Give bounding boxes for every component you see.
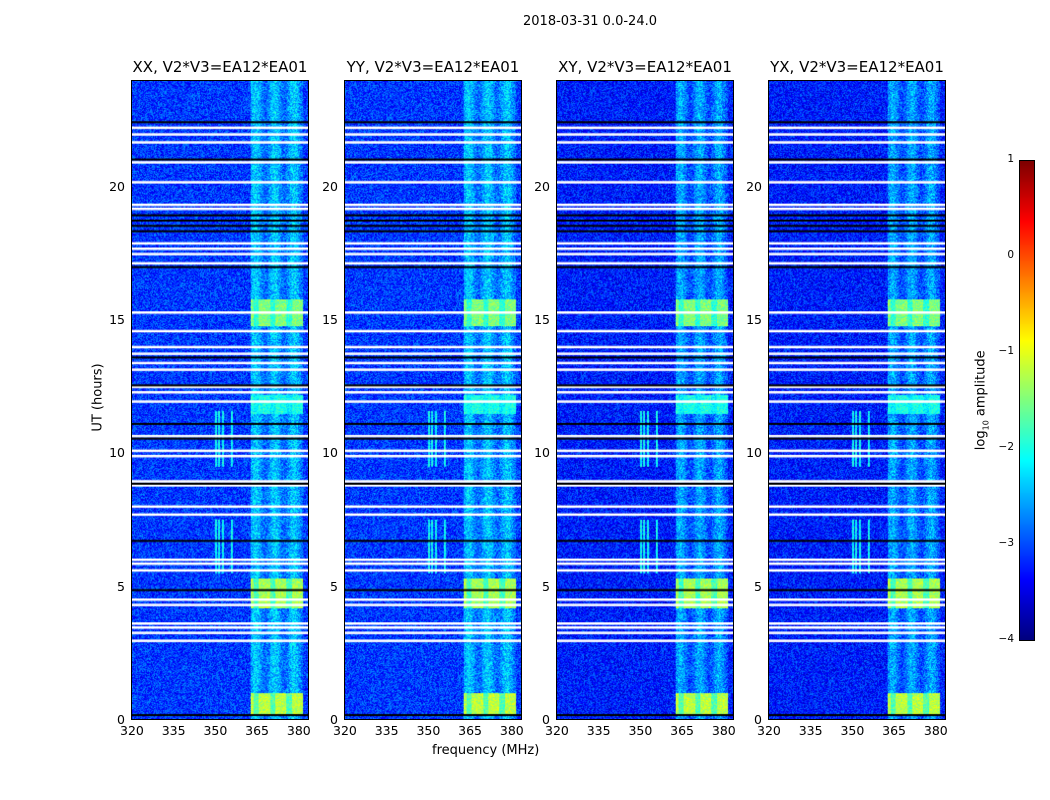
colorbar-tick-label: −2 bbox=[998, 441, 1014, 453]
x-tick-label: 335 bbox=[798, 723, 823, 738]
x-tick-label: 365 bbox=[458, 723, 483, 738]
y-tick-label: 15 bbox=[746, 312, 762, 327]
colorbar-tick-label: 0 bbox=[1007, 249, 1014, 261]
spectrogram-panel-xx bbox=[131, 80, 309, 720]
x-tick-label: 320 bbox=[545, 723, 569, 738]
x-tick-label: 320 bbox=[120, 723, 144, 738]
x-tick-label: 335 bbox=[374, 723, 399, 738]
x-tick-label: 365 bbox=[882, 723, 907, 738]
y-tick-label: 20 bbox=[322, 178, 338, 194]
y-tick-label: 10 bbox=[109, 445, 125, 461]
x-tick-label: 380 bbox=[286, 723, 311, 738]
x-tick-label: 350 bbox=[203, 723, 228, 738]
colorbar-tick-label: −4 bbox=[998, 633, 1014, 645]
colorbar-tick-label: −3 bbox=[998, 537, 1014, 549]
y-axis-label: UT (hours) bbox=[90, 363, 106, 432]
x-axis-label: frequency (MHz) bbox=[432, 743, 540, 758]
y-tick-label: 0 bbox=[754, 712, 762, 727]
x-tick-label: 350 bbox=[628, 723, 653, 738]
y-tick-label: 0 bbox=[542, 712, 550, 727]
x-tick-label: 320 bbox=[333, 723, 357, 738]
x-tick-label: 380 bbox=[499, 723, 524, 738]
x-tick-label: 380 bbox=[711, 723, 736, 738]
spectrogram-panel-yy bbox=[344, 80, 522, 720]
y-tick-label: 0 bbox=[330, 712, 338, 727]
x-tick-label: 365 bbox=[245, 723, 270, 738]
suptitle: 2018-03-31 0.0-24.0 bbox=[523, 14, 657, 29]
panel-title: YX, V2*V3=EA12*EA01 bbox=[770, 58, 944, 76]
panel-title: XX, V2*V3=EA12*EA01 bbox=[132, 58, 308, 76]
x-tick-label: 335 bbox=[161, 723, 186, 738]
x-tick-label: 350 bbox=[840, 723, 865, 738]
x-tick-label: 335 bbox=[586, 723, 611, 738]
panel-title: XY, V2*V3=EA12*EA01 bbox=[558, 58, 732, 76]
spectrogram-panel-yx bbox=[768, 80, 946, 720]
y-tick-label: 5 bbox=[754, 578, 762, 594]
y-tick-label: 20 bbox=[109, 178, 125, 194]
x-tick-label: 320 bbox=[757, 723, 781, 738]
y-tick-label: 20 bbox=[746, 178, 762, 194]
y-tick-label: 5 bbox=[330, 578, 338, 594]
y-tick-label: 20 bbox=[534, 178, 550, 194]
y-tick-label: 10 bbox=[534, 445, 550, 461]
colorbar-tick-label: 1 bbox=[1007, 153, 1014, 165]
y-tick-label: 0 bbox=[117, 712, 125, 727]
spectrogram-panel-xy bbox=[556, 80, 734, 720]
x-tick-label: 365 bbox=[670, 723, 695, 738]
y-tick-label: 15 bbox=[109, 312, 125, 327]
y-tick-label: 10 bbox=[746, 445, 762, 461]
y-tick-label: 15 bbox=[322, 312, 338, 327]
x-tick-label: 380 bbox=[923, 723, 948, 738]
y-tick-label: 10 bbox=[322, 445, 338, 461]
y-tick-label: 5 bbox=[117, 578, 125, 594]
y-tick-label: 5 bbox=[542, 578, 550, 594]
panel-title: YY, V2*V3=EA12*EA01 bbox=[346, 58, 520, 76]
y-tick-label: 15 bbox=[534, 312, 550, 327]
x-tick-label: 350 bbox=[416, 723, 441, 738]
colorbar-tick-label: −1 bbox=[998, 345, 1014, 357]
colorbar bbox=[1019, 160, 1035, 641]
